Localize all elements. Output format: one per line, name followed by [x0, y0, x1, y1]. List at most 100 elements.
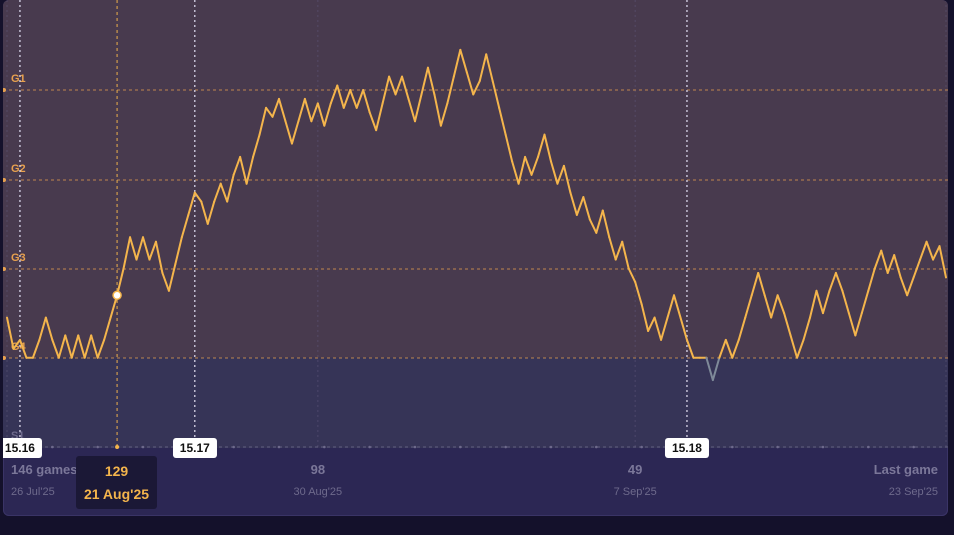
- line-segment: [757, 271, 766, 297]
- x-tick-label: Last game: [873, 462, 938, 477]
- axis-dot: [549, 445, 553, 449]
- line-segment: [718, 338, 727, 359]
- line-segment: [925, 240, 935, 261]
- line-segment: [245, 155, 255, 185]
- line-segment: [770, 294, 779, 319]
- line-segment: [595, 209, 604, 234]
- line-segment: [802, 316, 812, 341]
- hover-date: 21 Aug'25: [83, 486, 150, 502]
- line-segment: [472, 80, 481, 96]
- x-tick-1: 98 30 Aug'25: [294, 462, 343, 498]
- line-segment: [38, 316, 47, 341]
- line-segment: [219, 182, 229, 203]
- line-segment: [323, 102, 332, 127]
- lower-band: [3, 357, 948, 448]
- tier-label-G3: G3: [11, 252, 26, 264]
- line-segment: [485, 53, 494, 83]
- line-segment: [783, 312, 792, 337]
- x-tick-label: 49: [627, 462, 643, 477]
- line-segment: [582, 196, 591, 221]
- line-segment: [284, 120, 293, 145]
- line-segment: [96, 338, 106, 359]
- axis-dot: [504, 445, 507, 449]
- x-tick-2: 49 7 Sep'25: [614, 462, 657, 498]
- line-segment: [653, 316, 663, 341]
- axis-dot: [277, 445, 281, 449]
- line-segment: [174, 236, 183, 266]
- line-segment: [141, 236, 151, 261]
- line-segment: [362, 89, 371, 114]
- line-segment: [873, 249, 883, 270]
- line-segment: [187, 191, 196, 216]
- line-segment: [355, 89, 365, 109]
- axis-dot: [96, 445, 99, 449]
- line-segment: [70, 334, 80, 359]
- line-segment: [12, 338, 21, 350]
- line-segment: [562, 164, 572, 194]
- line-segment: [77, 334, 86, 359]
- line-segment: [621, 240, 630, 270]
- line-segment: [239, 155, 248, 185]
- line-segment: [614, 240, 624, 261]
- line-segment: [394, 75, 404, 96]
- hover-tooltip: 129 21 Aug'25: [76, 456, 157, 509]
- line-segment: [44, 316, 54, 341]
- axis-dot: [232, 445, 235, 449]
- line-segment: [647, 316, 656, 332]
- line-segment: [290, 120, 300, 145]
- line-segment: [18, 338, 28, 359]
- line-segment: [543, 133, 552, 163]
- line-segment: [776, 294, 786, 315]
- axis-dot: [413, 445, 417, 449]
- line-segment: [912, 258, 922, 279]
- line-segment: [180, 213, 190, 239]
- tier-dot-G2: [3, 178, 6, 182]
- line-segment: [167, 263, 177, 292]
- line-segment: [232, 155, 242, 176]
- line-segment: [504, 133, 514, 163]
- line-segment: [368, 111, 378, 132]
- line-segment: [375, 102, 384, 132]
- x-tick-date: 30 Aug'25: [293, 486, 343, 498]
- axis-dot: [323, 445, 326, 449]
- line-segment: [297, 97, 306, 123]
- line-segment: [498, 106, 507, 136]
- line-segment: [640, 303, 650, 332]
- line-segment: [854, 312, 863, 337]
- line-segment: [731, 338, 740, 359]
- line-segment: [705, 356, 714, 382]
- line-segment: [381, 75, 391, 105]
- line-segment: [524, 155, 533, 176]
- line-segment: [821, 289, 831, 315]
- line-segment: [407, 97, 416, 123]
- line-segment: [660, 316, 669, 341]
- line-segment: [277, 97, 287, 123]
- line-segment: [51, 338, 60, 359]
- line-segment: [601, 209, 611, 239]
- line-segment: [537, 133, 546, 158]
- line-segment: [420, 66, 429, 96]
- axis-dot: [866, 445, 870, 449]
- line-segment: [809, 289, 818, 319]
- line-segment: [627, 267, 637, 283]
- line-segment: [880, 249, 889, 274]
- line-segment: [129, 236, 138, 261]
- line-segment: [426, 66, 436, 96]
- axis-dot: [368, 445, 371, 449]
- line-segment: [135, 236, 144, 261]
- line-segment: [258, 106, 268, 136]
- line-segment: [193, 191, 203, 203]
- line-segment: [446, 75, 455, 105]
- line-segment: [634, 280, 643, 306]
- line-segment: [122, 236, 132, 270]
- line-segment: [6, 316, 15, 350]
- axis-dot: [51, 445, 54, 449]
- patch-tag-0: 15.16: [3, 438, 42, 458]
- line-segment: [148, 240, 157, 261]
- line-segment: [388, 75, 397, 96]
- tier-label-G2: G2: [11, 163, 26, 175]
- x-tick-date: 23 Sep'25: [888, 486, 938, 498]
- axis-dot: [912, 445, 915, 449]
- hover-axis-dot: [115, 445, 120, 449]
